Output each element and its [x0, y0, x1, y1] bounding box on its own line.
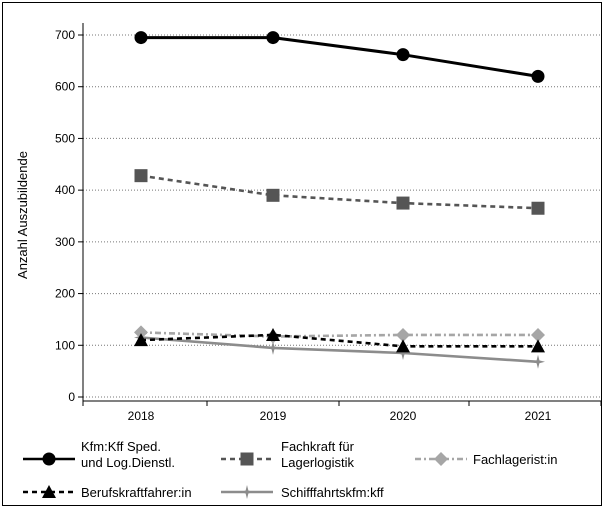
y-tick-label: 200 [55, 287, 75, 301]
chart-frame: 0 100 200 300 400 500 600 700 2018 2019 2020 2021 … [2, 2, 602, 506]
legend-marker [240, 485, 254, 499]
legend-label-line2: und Log.Dienstl. [81, 455, 175, 470]
legend-item: Fachlagerist:in [415, 452, 558, 467]
y-tick-label: 600 [55, 80, 75, 94]
series-3 [134, 327, 545, 353]
x-tick-label: 2021 [525, 409, 552, 423]
data-point [531, 327, 545, 342]
legend-label-line2: Lagerlogistik [281, 455, 354, 470]
y-tick-label: 400 [55, 183, 75, 197]
legend-label: Fachlagerist:in [473, 452, 558, 467]
series-line [140, 336, 539, 364]
data-point [531, 339, 545, 353]
data-point [531, 69, 545, 83]
data-point [266, 31, 280, 45]
legend-item: Kfm:Kff Sped.und Log.Dienstl. [23, 439, 175, 470]
legend-marker [42, 452, 56, 466]
y-axis-ticks: 0 100 200 300 400 500 600 700 [55, 28, 83, 404]
data-point [134, 325, 148, 340]
legend-label: Berufskraftfahrer:in [81, 485, 192, 500]
x-tick-label: 2020 [390, 409, 417, 423]
x-tick-label: 2019 [260, 409, 287, 423]
data-point [396, 346, 410, 360]
y-tick-label: 100 [55, 338, 75, 352]
data-point [134, 31, 148, 45]
data-point [134, 169, 148, 183]
data-point [396, 196, 410, 210]
data-point [531, 354, 545, 369]
legend-label: Kfm:Kff Sped. [81, 439, 161, 454]
legend-marker [434, 452, 448, 466]
legend-item: Schifffahrtskfm:kff [221, 485, 384, 500]
series-1 [134, 169, 545, 215]
grid-lines [83, 34, 601, 398]
data-point [531, 201, 545, 215]
data-point [266, 327, 280, 341]
legend-item: Berufskraftfahrer:in [23, 485, 192, 500]
y-tick-label: 0 [68, 390, 75, 404]
x-tick-label: 2018 [128, 409, 155, 423]
legend-marker [240, 452, 254, 466]
y-tick-label: 700 [55, 28, 75, 42]
legend: Kfm:Kff Sped.und Log.Dienstl. Fachkraft f… [23, 439, 558, 500]
series-line [140, 174, 539, 210]
legend-label: Fachkraft für [281, 439, 355, 454]
data-point [396, 327, 410, 342]
y-tick-label: 500 [55, 131, 75, 145]
legend-marker [42, 485, 56, 498]
legend-label: Schifffahrtskfm:kff [281, 485, 384, 500]
data-point [134, 333, 148, 347]
data-point [396, 48, 410, 62]
y-axis-label: Anzahl Auszubildende [15, 151, 30, 279]
series-line [141, 36, 539, 78]
series-line [140, 331, 538, 338]
data-point [396, 339, 410, 353]
series-2 [134, 325, 545, 344]
y-tick-label: 300 [55, 235, 75, 249]
data-point [266, 340, 280, 355]
series-line [140, 333, 538, 348]
data-series [134, 31, 545, 369]
x-axis-ticks: 2018 2019 2020 2021 [82, 401, 602, 423]
data-point [266, 188, 280, 202]
series-0 [134, 31, 545, 83]
